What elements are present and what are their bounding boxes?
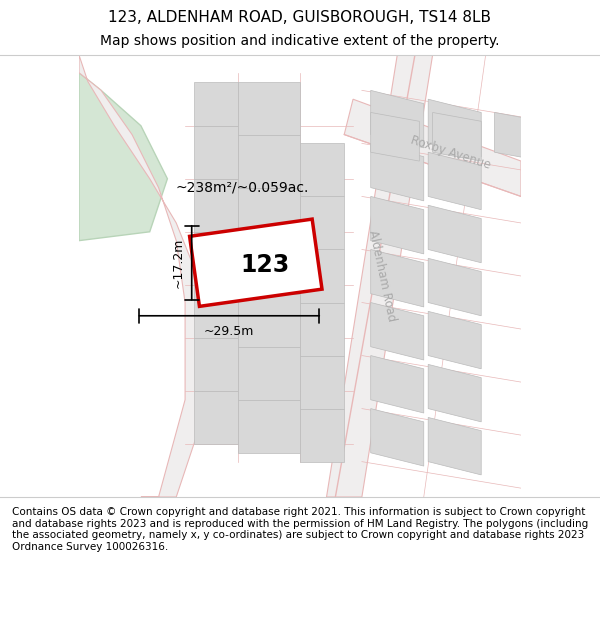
- Polygon shape: [238, 347, 300, 400]
- Polygon shape: [194, 126, 238, 179]
- Polygon shape: [194, 81, 238, 126]
- Text: Roxby Avenue: Roxby Avenue: [409, 133, 492, 171]
- Polygon shape: [371, 249, 424, 307]
- Polygon shape: [371, 356, 424, 413]
- Polygon shape: [238, 81, 300, 134]
- Polygon shape: [300, 356, 344, 409]
- Polygon shape: [428, 364, 481, 422]
- Polygon shape: [194, 338, 238, 391]
- Polygon shape: [428, 311, 481, 369]
- Polygon shape: [238, 294, 300, 347]
- Text: 123, ALDENHAM ROAD, GUISBOROUGH, TS14 8LB: 123, ALDENHAM ROAD, GUISBOROUGH, TS14 8L…: [109, 10, 491, 25]
- Text: ~17.2m: ~17.2m: [172, 238, 185, 288]
- Polygon shape: [428, 258, 481, 316]
- Polygon shape: [371, 112, 419, 161]
- Polygon shape: [428, 418, 481, 475]
- Polygon shape: [428, 205, 481, 262]
- Polygon shape: [238, 400, 300, 452]
- Polygon shape: [238, 188, 300, 241]
- Polygon shape: [433, 112, 481, 161]
- Polygon shape: [79, 72, 167, 241]
- Polygon shape: [371, 143, 424, 201]
- Text: ~238m²/~0.059ac.: ~238m²/~0.059ac.: [176, 181, 309, 194]
- Polygon shape: [300, 196, 344, 249]
- Polygon shape: [194, 179, 238, 232]
- Polygon shape: [300, 409, 344, 462]
- Polygon shape: [428, 152, 481, 210]
- Polygon shape: [190, 219, 322, 306]
- Polygon shape: [300, 302, 344, 356]
- Polygon shape: [371, 91, 424, 148]
- Polygon shape: [371, 409, 424, 466]
- Polygon shape: [194, 285, 238, 338]
- Text: Map shows position and indicative extent of the property.: Map shows position and indicative extent…: [100, 34, 500, 48]
- Polygon shape: [371, 302, 424, 360]
- Text: ~29.5m: ~29.5m: [204, 325, 254, 338]
- Polygon shape: [344, 99, 521, 196]
- Polygon shape: [194, 391, 238, 444]
- Polygon shape: [371, 196, 424, 254]
- Polygon shape: [300, 143, 344, 196]
- Polygon shape: [238, 241, 300, 294]
- Polygon shape: [238, 134, 300, 188]
- Polygon shape: [300, 249, 344, 302]
- Text: Contains OS data © Crown copyright and database right 2021. This information is : Contains OS data © Crown copyright and d…: [12, 508, 588, 552]
- Polygon shape: [326, 55, 433, 497]
- Polygon shape: [194, 232, 238, 285]
- Polygon shape: [494, 112, 543, 161]
- Polygon shape: [428, 99, 481, 157]
- Text: Aldenham Road: Aldenham Road: [366, 229, 398, 323]
- Polygon shape: [79, 55, 203, 497]
- Text: 123: 123: [240, 253, 289, 277]
